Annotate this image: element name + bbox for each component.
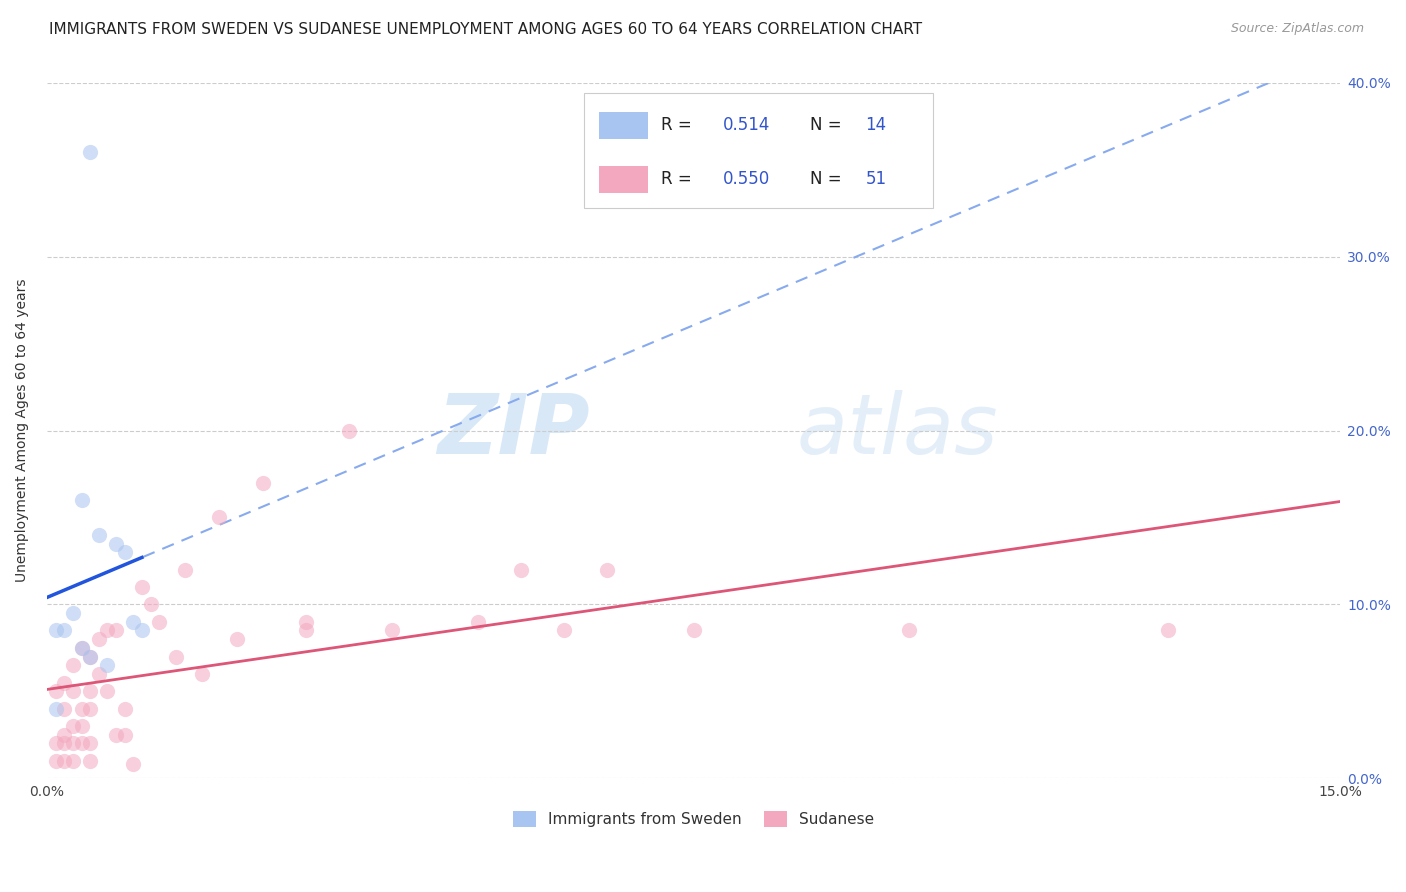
Point bbox=[45, 624, 67, 638]
Point bbox=[45, 702, 67, 716]
FancyBboxPatch shape bbox=[599, 166, 648, 193]
Point bbox=[96, 624, 118, 638]
Point bbox=[79, 702, 101, 716]
FancyBboxPatch shape bbox=[599, 112, 648, 138]
Point bbox=[87, 632, 110, 647]
Point bbox=[79, 684, 101, 698]
Point bbox=[87, 667, 110, 681]
Point bbox=[467, 615, 489, 629]
Text: atlas: atlas bbox=[797, 390, 998, 471]
Point bbox=[553, 624, 575, 638]
Point bbox=[510, 563, 533, 577]
FancyBboxPatch shape bbox=[583, 94, 932, 208]
Point bbox=[62, 684, 84, 698]
Point bbox=[87, 528, 110, 542]
Point bbox=[114, 545, 136, 559]
Point bbox=[79, 754, 101, 768]
Text: R =: R = bbox=[661, 170, 697, 188]
Point bbox=[70, 719, 93, 733]
Point bbox=[898, 624, 921, 638]
Point bbox=[191, 667, 214, 681]
Point bbox=[208, 510, 231, 524]
Point bbox=[252, 475, 274, 490]
Point bbox=[682, 624, 704, 638]
Text: ZIP: ZIP bbox=[437, 390, 591, 471]
Point bbox=[45, 736, 67, 750]
Text: IMMIGRANTS FROM SWEDEN VS SUDANESE UNEMPLOYMENT AMONG AGES 60 TO 64 YEARS CORREL: IMMIGRANTS FROM SWEDEN VS SUDANESE UNEMP… bbox=[49, 22, 922, 37]
Point bbox=[45, 754, 67, 768]
Point bbox=[70, 493, 93, 508]
Point bbox=[79, 736, 101, 750]
Point bbox=[131, 624, 153, 638]
Text: Source: ZipAtlas.com: Source: ZipAtlas.com bbox=[1230, 22, 1364, 36]
Y-axis label: Unemployment Among Ages 60 to 64 years: Unemployment Among Ages 60 to 64 years bbox=[15, 279, 30, 582]
Text: R =: R = bbox=[661, 117, 697, 135]
Point bbox=[114, 702, 136, 716]
Text: N =: N = bbox=[810, 170, 846, 188]
Point bbox=[62, 719, 84, 733]
Point bbox=[79, 649, 101, 664]
Point bbox=[381, 624, 404, 638]
Point bbox=[294, 624, 316, 638]
Text: 51: 51 bbox=[866, 170, 887, 188]
Point bbox=[174, 563, 197, 577]
Text: N =: N = bbox=[810, 117, 846, 135]
Point bbox=[105, 624, 128, 638]
Point bbox=[53, 702, 76, 716]
Point bbox=[70, 640, 93, 655]
Point bbox=[596, 563, 619, 577]
Point bbox=[62, 658, 84, 673]
Point bbox=[79, 649, 101, 664]
Point bbox=[79, 145, 101, 160]
Point bbox=[122, 615, 145, 629]
Point bbox=[165, 649, 187, 664]
Point bbox=[122, 757, 145, 772]
Text: 14: 14 bbox=[866, 117, 887, 135]
Point bbox=[70, 702, 93, 716]
Point bbox=[62, 736, 84, 750]
Point bbox=[148, 615, 170, 629]
Point bbox=[1157, 624, 1180, 638]
Point bbox=[131, 580, 153, 594]
Point bbox=[70, 640, 93, 655]
Point bbox=[53, 675, 76, 690]
Point bbox=[139, 598, 162, 612]
Point bbox=[96, 658, 118, 673]
Text: 0.514: 0.514 bbox=[723, 117, 770, 135]
Point bbox=[96, 684, 118, 698]
Point bbox=[62, 754, 84, 768]
Point bbox=[105, 536, 128, 550]
Legend: Immigrants from Sweden, Sudanese: Immigrants from Sweden, Sudanese bbox=[506, 805, 880, 833]
Point bbox=[53, 624, 76, 638]
Point bbox=[337, 424, 360, 438]
Point bbox=[53, 736, 76, 750]
Point bbox=[53, 728, 76, 742]
Point bbox=[70, 736, 93, 750]
Text: 0.550: 0.550 bbox=[723, 170, 770, 188]
Point bbox=[294, 615, 316, 629]
Point bbox=[62, 606, 84, 620]
Point bbox=[45, 684, 67, 698]
Point bbox=[114, 728, 136, 742]
Point bbox=[225, 632, 247, 647]
Point bbox=[105, 728, 128, 742]
Point bbox=[53, 754, 76, 768]
